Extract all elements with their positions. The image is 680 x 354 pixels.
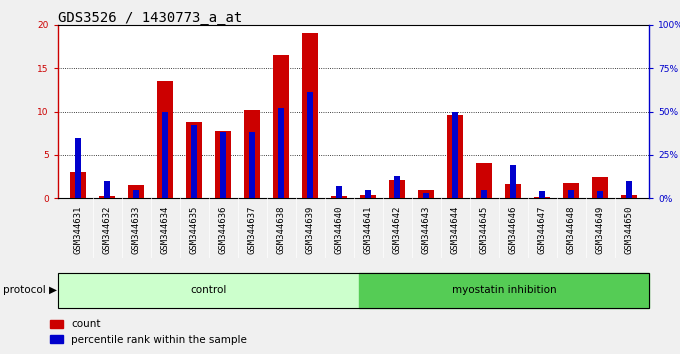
- Bar: [244, 110, 260, 198]
- Bar: [592, 177, 608, 198]
- Text: GSM344640: GSM344640: [335, 205, 343, 254]
- Bar: [331, 196, 347, 198]
- Text: GSM344646: GSM344646: [509, 205, 517, 254]
- Bar: [563, 183, 579, 198]
- Text: protocol ▶: protocol ▶: [3, 285, 57, 295]
- Bar: [250, 132, 255, 198]
- Bar: [279, 108, 284, 198]
- Bar: [389, 180, 405, 198]
- Bar: [568, 190, 574, 198]
- Bar: [539, 191, 545, 198]
- Text: GSM344648: GSM344648: [566, 205, 575, 254]
- Text: GSM344642: GSM344642: [392, 205, 402, 254]
- Legend: count, percentile rank within the sample: count, percentile rank within the sample: [46, 315, 251, 349]
- Text: GSM344633: GSM344633: [132, 205, 141, 254]
- Bar: [394, 176, 400, 198]
- Bar: [220, 132, 226, 198]
- Bar: [598, 191, 602, 198]
- Bar: [128, 185, 144, 198]
- Text: GSM344637: GSM344637: [248, 205, 256, 254]
- Bar: [476, 163, 492, 198]
- Text: GSM344632: GSM344632: [103, 205, 112, 254]
- Text: GSM344639: GSM344639: [305, 205, 315, 254]
- Bar: [307, 92, 313, 198]
- Text: GSM344638: GSM344638: [277, 205, 286, 254]
- Bar: [99, 196, 115, 198]
- Bar: [418, 190, 434, 198]
- Bar: [626, 181, 632, 198]
- Text: GSM344645: GSM344645: [479, 205, 489, 254]
- Text: GSM344647: GSM344647: [538, 205, 547, 254]
- Bar: [105, 181, 109, 198]
- Bar: [365, 190, 371, 198]
- Bar: [424, 193, 428, 198]
- Text: control: control: [190, 285, 227, 295]
- Text: myostatin inhibition: myostatin inhibition: [452, 285, 557, 295]
- Bar: [157, 81, 173, 198]
- Text: GSM344643: GSM344643: [422, 205, 430, 254]
- Text: GSM344644: GSM344644: [451, 205, 460, 254]
- Text: GSM344636: GSM344636: [218, 205, 228, 254]
- Bar: [163, 112, 168, 198]
- Text: GDS3526 / 1430773_a_at: GDS3526 / 1430773_a_at: [58, 11, 242, 25]
- Bar: [192, 125, 197, 198]
- Bar: [302, 33, 318, 198]
- Bar: [534, 196, 550, 198]
- Bar: [505, 184, 521, 198]
- Bar: [273, 55, 289, 198]
- Bar: [337, 186, 342, 198]
- Bar: [447, 115, 463, 198]
- Bar: [360, 195, 376, 198]
- Text: GSM344631: GSM344631: [73, 205, 82, 254]
- Bar: [481, 190, 487, 198]
- Bar: [452, 112, 458, 198]
- Bar: [215, 131, 231, 198]
- Text: GSM344635: GSM344635: [190, 205, 199, 254]
- Bar: [621, 195, 637, 198]
- Bar: [70, 172, 86, 198]
- Text: GSM344634: GSM344634: [160, 205, 169, 254]
- Bar: [186, 122, 202, 198]
- Text: GSM344641: GSM344641: [364, 205, 373, 254]
- Text: GSM344649: GSM344649: [596, 205, 605, 254]
- Bar: [133, 190, 139, 198]
- Bar: [75, 137, 81, 198]
- Bar: [511, 165, 515, 198]
- Text: GSM344650: GSM344650: [625, 205, 634, 254]
